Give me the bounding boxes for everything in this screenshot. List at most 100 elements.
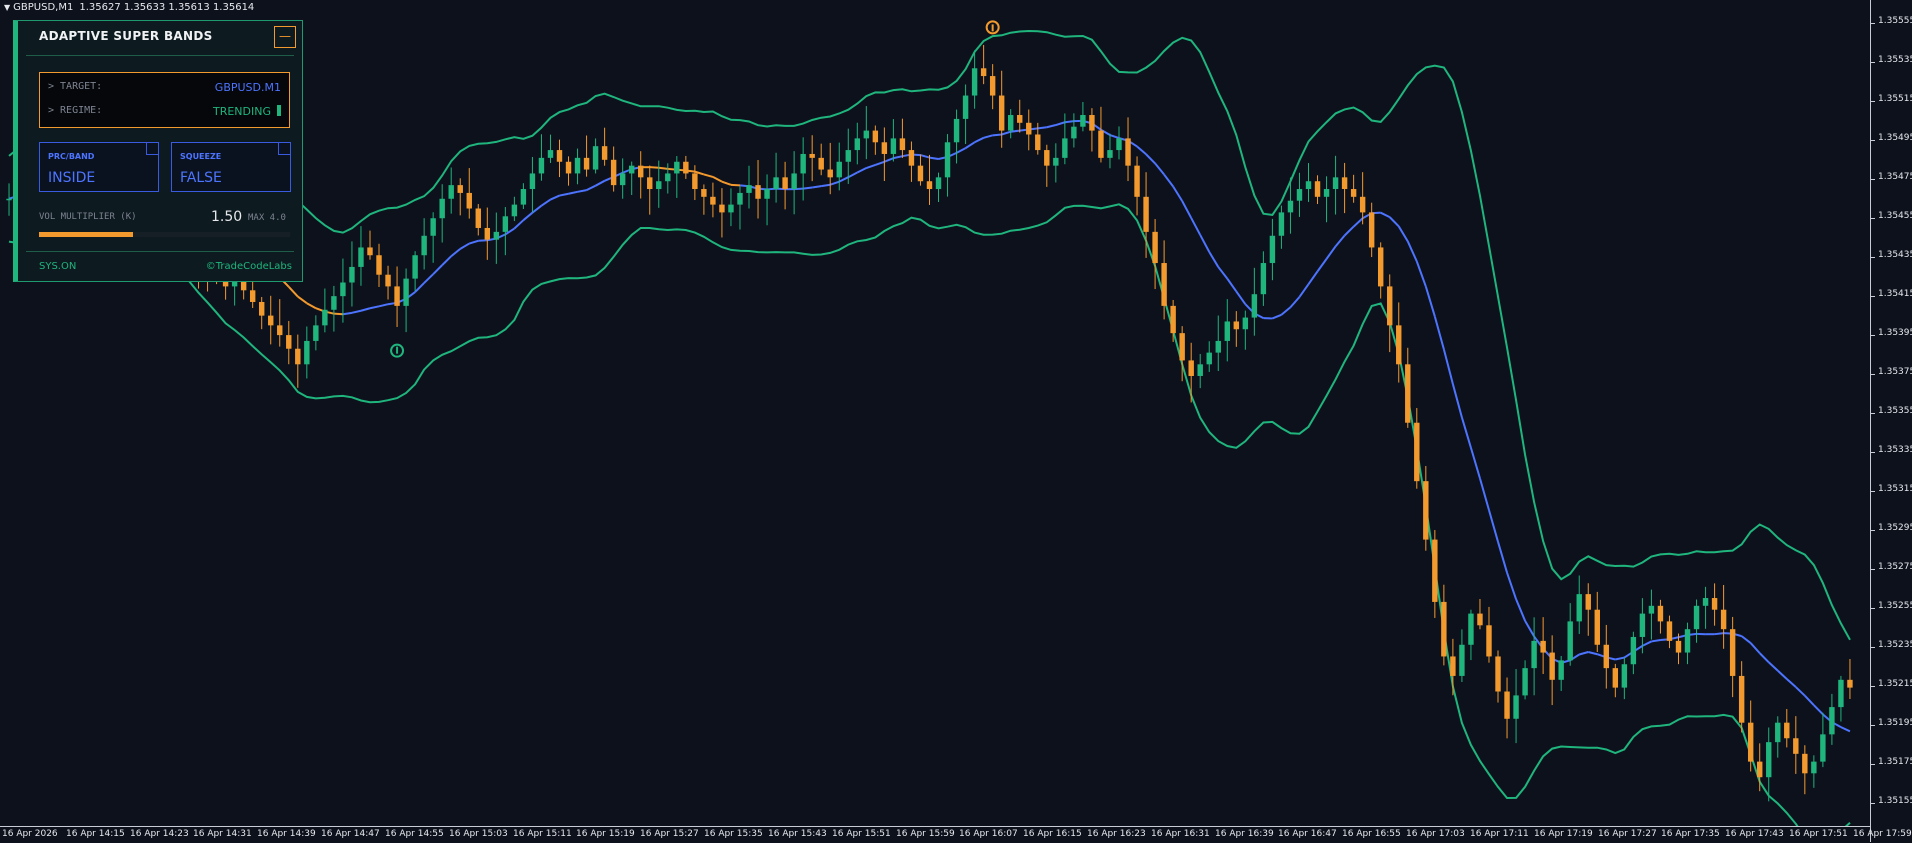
price-tick: 1.35155 [1871, 796, 1912, 806]
midline-segment [1480, 478, 1489, 510]
candle-body [331, 296, 336, 310]
candle-body [1739, 676, 1744, 723]
midline-segment [1299, 284, 1308, 297]
price-tick: 1.35295 [1871, 523, 1912, 533]
candle-body [1549, 653, 1554, 680]
candle-body [1315, 181, 1320, 197]
candle-body [1495, 656, 1500, 691]
price-tick: 1.35475 [1871, 172, 1912, 182]
time-tick: 16 Apr 17:43 [1725, 829, 1784, 839]
candle-body [1098, 131, 1103, 158]
candle-body [1540, 641, 1545, 653]
candle-body [782, 177, 787, 189]
candle-body [828, 170, 833, 178]
candle-body [1721, 610, 1726, 629]
midline-segment [415, 283, 424, 292]
candle-body [1667, 621, 1672, 640]
candle-body [1432, 540, 1437, 602]
midline-segment [1155, 163, 1164, 174]
midline-segment [1579, 652, 1588, 655]
midline-segment [334, 314, 343, 315]
time-tick: 16 Apr 17:19 [1534, 829, 1593, 839]
time-tick: 16 Apr 16:39 [1215, 829, 1274, 839]
candle-body [882, 142, 887, 154]
midline-segment [957, 148, 966, 153]
vol-multiplier-value: 1.50 [211, 209, 242, 225]
candle-body [1107, 150, 1112, 158]
candle-body [1125, 138, 1130, 165]
candle-body [927, 181, 932, 189]
candle-body [719, 205, 724, 213]
candle-body [1342, 177, 1347, 189]
candle-body [566, 162, 571, 174]
candle-body [1152, 232, 1157, 263]
midline-segment [1290, 297, 1299, 307]
candle-body [954, 119, 959, 142]
candle-body [1829, 707, 1834, 734]
price-tick: 1.35395 [1871, 328, 1912, 338]
midline-segment [361, 308, 370, 311]
candle-body [1477, 614, 1482, 626]
midline-segment [1408, 241, 1417, 261]
candle-body [638, 166, 643, 178]
time-tick: 16 Apr 17:59 [1853, 829, 1912, 839]
candle-body [945, 142, 950, 177]
candle-body [746, 185, 751, 193]
midline-segment [659, 168, 668, 169]
candle-body [1441, 602, 1446, 657]
candle-body [358, 247, 363, 266]
midline-segment [1281, 307, 1290, 315]
midline-segment [442, 256, 451, 265]
minimize-button[interactable]: — [274, 26, 296, 48]
time-tick: 16 Apr 15:43 [768, 829, 827, 839]
price-tick: 1.35255 [1871, 601, 1912, 611]
candle-body [728, 205, 733, 213]
candle-body [1324, 189, 1329, 197]
candle-body [1252, 294, 1257, 317]
candle-body [1333, 177, 1338, 189]
midline-segment [821, 185, 830, 186]
midline-segment [830, 182, 839, 185]
candle-body [1306, 181, 1311, 189]
price-tick: 1.35555 [1871, 16, 1912, 26]
candle-body [1820, 734, 1825, 761]
midline-segment [1751, 643, 1760, 653]
time-tick: 16 Apr 14:15 [66, 829, 125, 839]
candle-body [602, 146, 607, 160]
candle-body [791, 173, 796, 189]
midline-segment [550, 196, 559, 200]
candle-body [1757, 762, 1762, 778]
midline-segment [1354, 218, 1363, 226]
candle-body [1053, 158, 1058, 166]
candle-body [1622, 664, 1627, 687]
candle-body [891, 138, 896, 154]
candle-body [1026, 123, 1031, 135]
midline-segment [587, 186, 596, 190]
candle-body [403, 279, 408, 306]
candle-body [584, 158, 589, 170]
midline-segment [722, 182, 731, 185]
midline-segment [569, 192, 578, 194]
midline-segment [1471, 448, 1480, 479]
vol-multiplier-label: VOL MULTIPLIER (K) [39, 212, 137, 222]
time-tick: 16 Apr 14:39 [257, 829, 316, 839]
midline-segment [704, 174, 713, 177]
prc-band-card: PRC/BAND INSIDE [39, 142, 159, 192]
midline-segment [839, 177, 848, 181]
time-tick: 16 Apr 16:47 [1278, 829, 1337, 839]
midline-segment [1417, 261, 1426, 286]
midline-segment [893, 156, 902, 158]
midline-segment [1191, 218, 1200, 235]
prc-band-label: PRC/BAND [48, 152, 94, 161]
midline-segment [1787, 679, 1796, 687]
candle-body [1784, 723, 1789, 739]
candle-body [1604, 645, 1609, 668]
price-tick: 1.35415 [1871, 289, 1912, 299]
time-tick: 16 Apr 15:59 [896, 829, 955, 839]
midline-segment [1426, 286, 1435, 316]
midline-segment [1200, 235, 1209, 252]
candle-body [755, 185, 760, 199]
candle-body [800, 154, 805, 173]
